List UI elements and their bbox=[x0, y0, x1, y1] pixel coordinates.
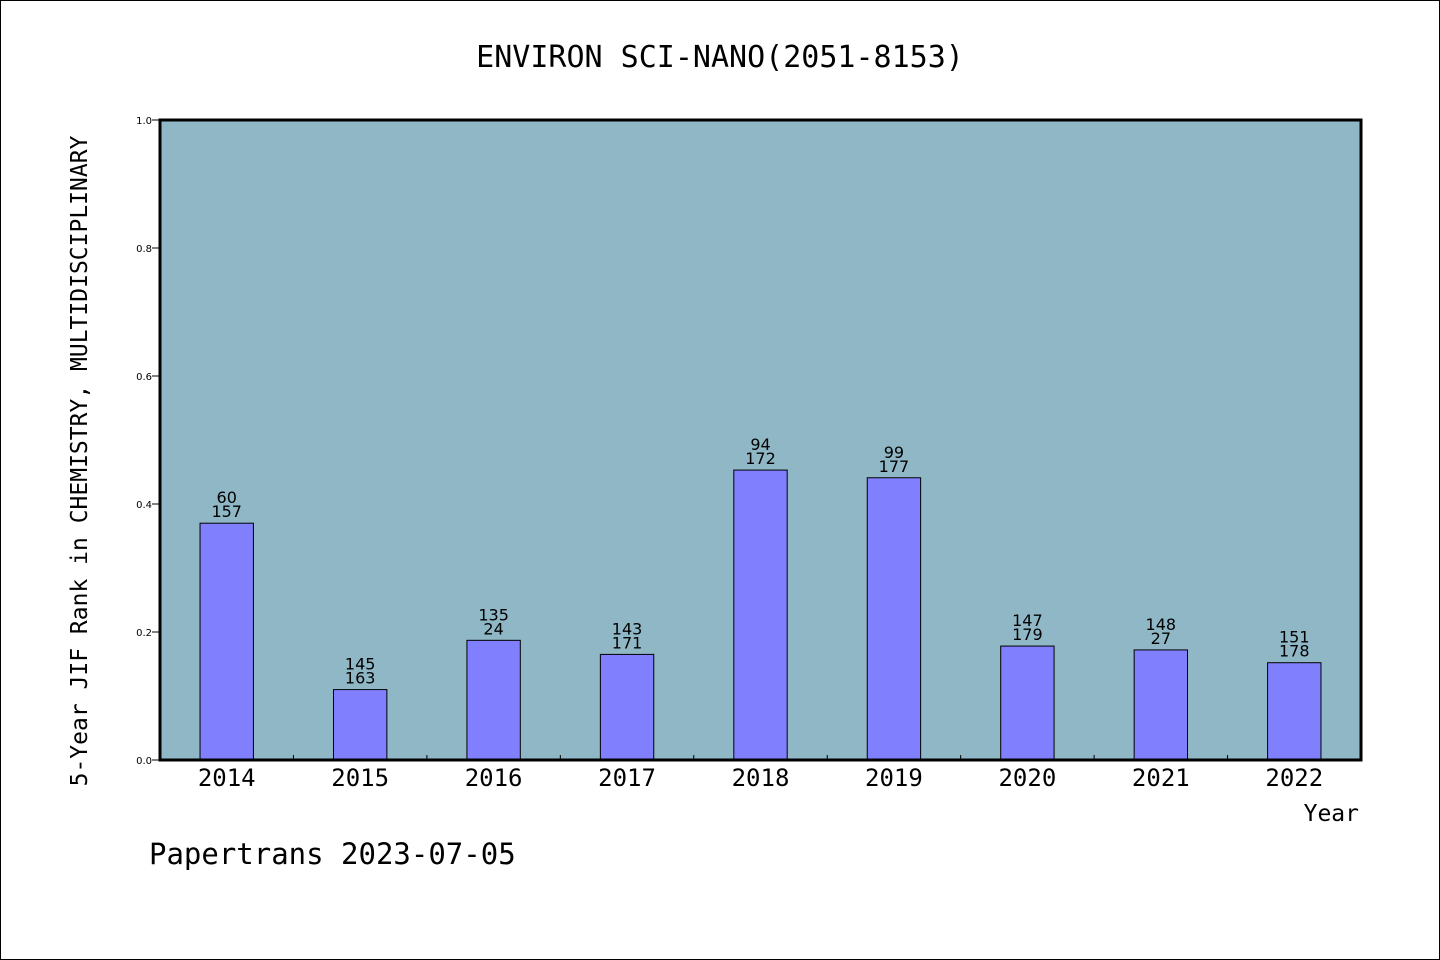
y-axis-label: 5-Year JIF Rank in CHEMISTRY, MULTIDISCI… bbox=[67, 135, 93, 786]
x-tick-label-2017: 2017 bbox=[598, 764, 656, 792]
data-label-top-2018: 94 bbox=[750, 435, 770, 454]
data-label-top-2017: 143 bbox=[612, 619, 643, 638]
x-tick-label-2019: 2019 bbox=[865, 764, 923, 792]
data-label-bottom-2017: 171 bbox=[612, 633, 643, 652]
data-label-bottom-2021: 27 bbox=[1151, 629, 1171, 648]
bar-2020 bbox=[1000, 645, 1055, 761]
data-label-top-2022: 151 bbox=[1279, 628, 1310, 647]
x-tick-label-2016: 2016 bbox=[465, 764, 523, 792]
bar-2018 bbox=[733, 469, 788, 761]
x-tick-label-2022: 2022 bbox=[1265, 764, 1323, 792]
data-label-bottom-2016: 24 bbox=[483, 619, 503, 638]
y-tick-label-5: 1.0 bbox=[136, 116, 152, 127]
chart-title: ENVIRON SCI-NANO(2051-8153) bbox=[476, 40, 964, 75]
x-axis-label: Year bbox=[1304, 801, 1359, 827]
y-tick-label-3: 0.6 bbox=[136, 372, 152, 383]
x-tick-label-2020: 2020 bbox=[998, 764, 1056, 792]
x-tick-label-2015: 2015 bbox=[331, 764, 389, 792]
bar-2019 bbox=[866, 477, 922, 761]
data-label-top-2020: 147 bbox=[1012, 611, 1043, 630]
data-label-bottom-2014: 157 bbox=[211, 502, 242, 521]
x-tick-label-2021: 2021 bbox=[1132, 764, 1190, 792]
y-tick-label-1: 0.2 bbox=[136, 628, 152, 639]
data-label-top-2021: 148 bbox=[1146, 615, 1177, 634]
bar-2022 bbox=[1267, 662, 1322, 761]
data-label-bottom-2022: 178 bbox=[1279, 642, 1310, 661]
ticks-layer: 2014 2015 2016 2017 2018 2019 2020 2021 2022 0.0 0… bbox=[136, 116, 1323, 792]
data-label-bottom-2020: 179 bbox=[1012, 625, 1043, 644]
bar-2016 bbox=[466, 639, 521, 761]
bar-2014 bbox=[199, 522, 254, 761]
data-label-bottom-2018: 172 bbox=[745, 449, 776, 468]
data-label-top-2014: 60 bbox=[217, 488, 237, 507]
data-label-top-2019: 99 bbox=[884, 443, 904, 462]
bar-2015 bbox=[332, 689, 388, 761]
data-label-top-2016: 135 bbox=[478, 605, 509, 624]
x-tick-label-2018: 2018 bbox=[732, 764, 790, 792]
bar-2017 bbox=[599, 653, 655, 761]
footer-text: Papertrans 2023-07-05 bbox=[149, 837, 516, 871]
plot-frame bbox=[158, 118, 1363, 762]
bar-2021 bbox=[1133, 649, 1189, 761]
data-label-bottom-2019: 177 bbox=[879, 457, 910, 476]
x-tick-label-2014: 2014 bbox=[198, 764, 256, 792]
y-tick-label-0: 0.0 bbox=[136, 756, 152, 767]
y-tick-label-2: 0.4 bbox=[136, 500, 152, 511]
data-label-bottom-2015: 163 bbox=[345, 669, 376, 688]
y-tick-label-4: 0.8 bbox=[136, 244, 152, 255]
data-label-top-2015: 145 bbox=[345, 655, 376, 674]
